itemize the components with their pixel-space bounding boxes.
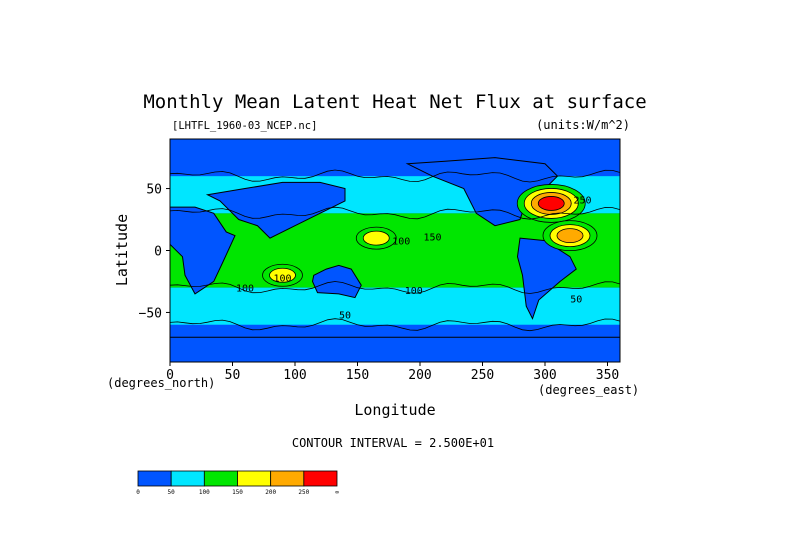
x-unit-label: (degrees_east) (538, 383, 639, 397)
contour-line (169, 206, 621, 220)
x-tick-label: 150 (346, 368, 369, 383)
colorbar-swatch (237, 470, 272, 487)
contour-line (169, 281, 621, 294)
colorbar-tick-label: 250 (298, 489, 309, 496)
land-outline (169, 336, 621, 363)
units-label: (units:W/m^2) (536, 118, 630, 132)
colorbar-swatch (270, 470, 305, 487)
contour-label: 100 (273, 273, 291, 284)
x-axis: 0 50 100 150 200 250 300 350 (166, 362, 619, 383)
y-tick-label: 50 (146, 183, 162, 198)
x-tick-label: 350 (596, 368, 619, 383)
colorbar-swatch (203, 470, 238, 487)
y-tick-label: −50 (139, 306, 162, 321)
contour-label: 150 (423, 233, 441, 244)
contour-label: 250 (573, 195, 591, 206)
file-label: [LHTFL_1960-03_NCEP.nc] (172, 120, 317, 132)
x-tick-label: 250 (471, 368, 494, 383)
colorbar-swatch (303, 470, 338, 487)
contour-interval-label: CONTOUR INTERVAL = 2.500E+01 (292, 436, 494, 450)
contour-label: 50 (339, 311, 351, 322)
hotspot-region (269, 267, 296, 283)
contour-label: 100 (405, 286, 423, 297)
hotspot-region (362, 230, 390, 246)
contour-line (169, 318, 621, 332)
contour-line (169, 169, 621, 183)
hotspot-region (556, 228, 584, 244)
land-outline (516, 237, 577, 320)
colorbar-tick-label: ∞ (335, 489, 339, 496)
contour-label: 100 (392, 236, 410, 247)
x-tick-label: 0 (166, 368, 174, 383)
y-axis-label: Latitude (113, 214, 131, 286)
chart-title: Monthly Mean Latent Heat Net Flux at sur… (143, 91, 646, 113)
colorbar-tick-label: 200 (265, 489, 276, 496)
hotspot-region (537, 196, 565, 211)
contour-label: 50 (570, 295, 582, 306)
heatmap-plot-area: 100 100 100 100 50 250 50 150 (169, 138, 621, 363)
y-axis: 50 0 −50 (139, 183, 170, 321)
x-tick-label: 50 (225, 368, 241, 383)
x-tick-label: 100 (283, 368, 306, 383)
colorbar-tick-label: 50 (168, 489, 176, 496)
colorbar-swatch (137, 470, 172, 487)
x-tick-label: 200 (408, 368, 431, 383)
contour-label: 100 (236, 283, 254, 294)
y-tick-label: 0 (154, 245, 162, 260)
y-unit-label: (degrees_north) (107, 376, 215, 390)
colorbar: 0 50 100 150 200 250 ∞ (136, 470, 339, 496)
colorbar-tick-label: 150 (232, 489, 243, 496)
land-outline (205, 181, 346, 239)
colorbar-tick-label: 100 (199, 489, 210, 496)
colorbar-swatch (170, 470, 205, 487)
land-outline (169, 206, 236, 295)
x-tick-label: 300 (533, 368, 556, 383)
x-axis-label: Longitude (354, 401, 435, 419)
colorbar-tick-label: 0 (136, 489, 140, 496)
